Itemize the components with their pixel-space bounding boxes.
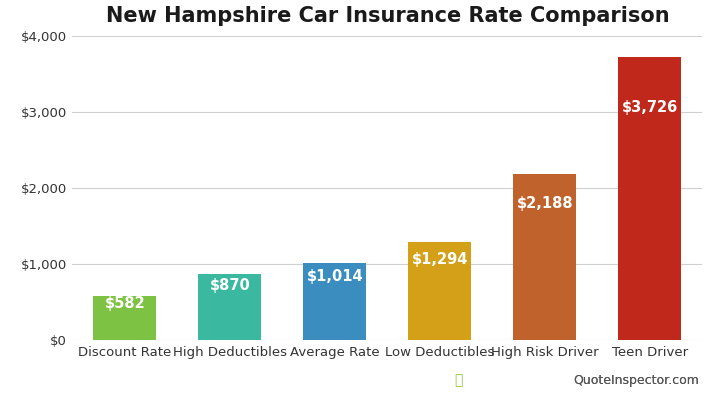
Text: $3,726: $3,726 — [622, 100, 678, 115]
Bar — [408, 242, 471, 340]
Text: Ⓢ: Ⓢ — [454, 373, 463, 387]
Text: $1,014: $1,014 — [306, 269, 363, 284]
Text: $2,188: $2,188 — [516, 196, 573, 211]
Text: $582: $582 — [104, 296, 146, 311]
Bar — [303, 263, 366, 340]
Bar — [198, 274, 261, 340]
Title: New Hampshire Car Insurance Rate Comparison: New Hampshire Car Insurance Rate Compari… — [106, 6, 669, 26]
Text: $870: $870 — [209, 278, 251, 293]
Bar — [93, 296, 156, 340]
Bar — [618, 57, 681, 340]
Text: QuoteInspector.com: QuoteInspector.com — [573, 374, 699, 387]
Bar — [513, 174, 576, 340]
Text: $1,294: $1,294 — [412, 252, 468, 267]
Text: QuoteInspector.com: QuoteInspector.com — [573, 374, 699, 387]
